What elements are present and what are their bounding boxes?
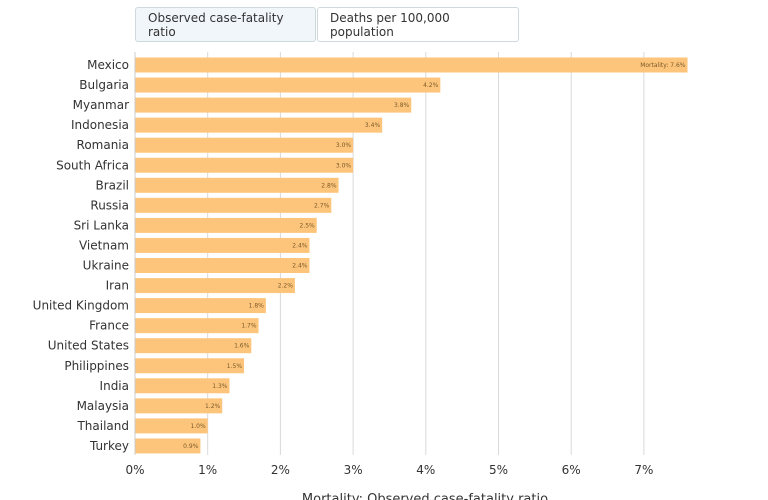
x-tick-label: 4% [416,463,435,477]
bar-france[interactable] [135,318,259,334]
bar-mexico[interactable] [135,57,688,73]
category-label-mexico: Mexico [87,58,129,72]
data-label-myanmar: 3.8% [394,102,410,109]
data-label-united-states: 1.6% [234,343,250,350]
bar-united-states[interactable] [135,338,252,354]
category-label-bulgaria: Bulgaria [79,78,129,92]
data-label-indonesia: 3.4% [365,122,381,129]
category-label-iran: Iran [106,279,129,293]
data-label-philippines: 1.5% [227,363,243,370]
category-label-united-kingdom: United Kingdom [33,299,129,313]
x-tick-label: 6% [562,463,581,477]
bar-turkey[interactable] [135,438,201,454]
category-label-united-states: United States [48,339,129,353]
category-label-south-africa: South Africa [56,158,129,172]
bar-sri-lanka[interactable] [135,217,317,233]
category-label-france: France [89,319,129,333]
x-tick-label: 7% [634,463,653,477]
category-label-brazil: Brazil [96,178,130,192]
bar-myanmar[interactable] [135,97,412,113]
data-label-france: 1.7% [241,323,257,330]
bar-united-kingdom[interactable] [135,298,266,314]
category-label-myanmar: Myanmar [73,98,129,112]
bar-brazil[interactable] [135,177,339,193]
data-label-united-kingdom: 1.8% [249,303,265,310]
x-tick-label: 3% [344,463,363,477]
category-label-ukraine: Ukraine [83,259,129,273]
data-label-russia: 2.7% [314,202,330,209]
bar-bulgaria[interactable] [135,77,441,93]
bar-malaysia[interactable] [135,398,223,414]
data-label-thailand: 1.0% [190,423,206,430]
x-axis-title: Mortality: Observed case-fatality ratio [302,492,548,500]
data-label-sri-lanka: 2.5% [300,222,316,229]
tab-observed-case-fatality-ratio[interactable]: Observed case-fatality ratio [135,7,316,42]
data-label-bulgaria: 4.2% [423,82,439,89]
x-tick-label: 5% [489,463,508,477]
category-label-russia: Russia [90,198,129,212]
category-label-turkey: Turkey [89,439,129,453]
bar-philippines[interactable] [135,358,245,374]
data-label-turkey: 0.9% [183,443,199,450]
category-label-vietnam: Vietnam [79,238,129,252]
category-label-philippines: Philippines [64,359,129,373]
bar-indonesia[interactable] [135,117,383,133]
data-label-brazil: 2.8% [321,182,337,189]
bar-vietnam[interactable] [135,237,310,253]
data-label-malaysia: 1.2% [205,403,221,410]
category-label-malaysia: Malaysia [77,399,129,413]
data-label-romania: 3.0% [336,142,352,149]
bar-iran[interactable] [135,278,295,294]
category-label-indonesia: Indonesia [71,118,129,132]
tab-deaths-per-100k[interactable]: Deaths per 100,000 population [317,7,519,42]
category-label-sri-lanka: Sri Lanka [74,218,129,232]
metric-tab-group: Observed case-fatality ratio Deaths per … [135,7,519,42]
bar-ukraine[interactable] [135,258,310,273]
bar-thailand[interactable] [135,418,208,434]
data-label-ukraine: 2.4% [292,263,308,270]
category-label-thailand: Thailand [76,419,129,433]
data-label-south-africa: 3.0% [336,162,352,169]
data-label-india: 1.3% [212,383,228,390]
data-label-vietnam: 2.4% [292,242,308,249]
category-label-romania: Romania [77,138,129,152]
bar-south-africa[interactable] [135,157,354,173]
bar-romania[interactable] [135,137,354,153]
data-label-iran: 2.2% [278,283,294,290]
x-tick-label: 1% [198,463,217,477]
bar-russia[interactable] [135,197,332,213]
x-tick-label: 2% [271,463,290,477]
bar-india[interactable] [135,378,230,394]
x-tick-label: 0% [125,463,144,477]
category-label-india: India [100,379,129,393]
data-label-mexico: Mortality: 7.6% [640,62,686,69]
